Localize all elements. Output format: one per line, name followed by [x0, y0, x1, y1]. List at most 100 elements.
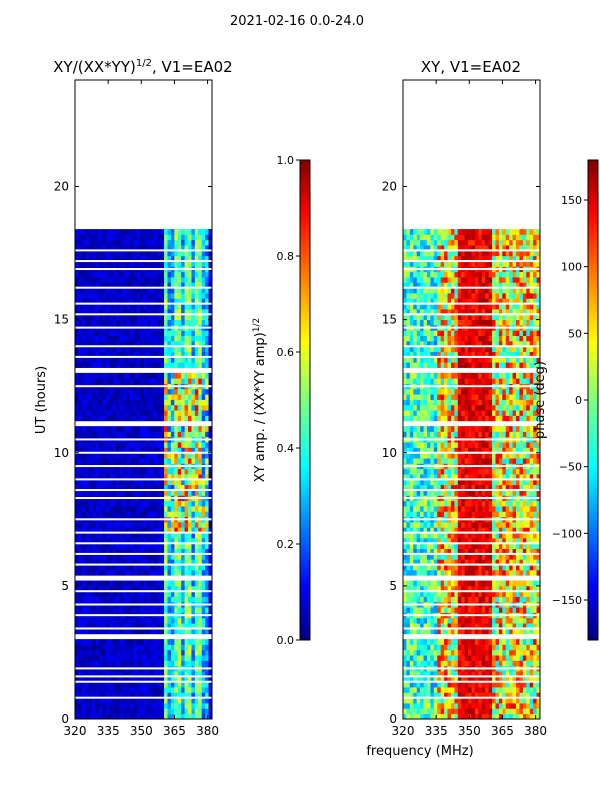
phase-cell: [413, 559, 418, 565]
amp-cell: [174, 458, 179, 464]
amp-cell: [136, 591, 141, 597]
amp-cell: [98, 617, 103, 624]
amp-cell: [129, 639, 134, 645]
amp-cell: [174, 479, 179, 486]
amp-cell: [116, 388, 120, 395]
amp-cell: [191, 628, 196, 635]
amp-cell: [174, 628, 179, 635]
amp-cell: [105, 553, 110, 560]
amp-cell: [119, 543, 124, 549]
phase-cell: [409, 521, 414, 528]
phase-cell: [498, 532, 503, 539]
amp-cell: [116, 426, 120, 432]
amp-cell: [198, 564, 203, 571]
amp-cell: [133, 415, 138, 422]
phase-cell: [522, 543, 527, 549]
amp-cell: [81, 458, 86, 464]
amp-cell: [174, 564, 179, 571]
amp-cell: [98, 234, 103, 241]
amp-cell: [102, 234, 107, 241]
amp-cell: [122, 277, 127, 283]
amp-cell: [112, 340, 117, 347]
amp-cell: [208, 484, 212, 491]
amp-cell: [136, 474, 141, 480]
phase-cell: [529, 569, 534, 576]
phase-cell: [454, 713, 459, 719]
amp-cell: [92, 644, 96, 651]
amp-cell: [194, 692, 199, 699]
amp-cell: [160, 245, 165, 251]
amp-cell: [126, 399, 131, 406]
amp-cell: [143, 255, 148, 262]
phase-cell: [492, 713, 496, 719]
amp-cell: [88, 255, 93, 262]
phase-cell: [426, 649, 431, 656]
amp-cell: [201, 697, 206, 704]
amp-cell: [95, 229, 100, 235]
phase-cell: [474, 639, 479, 645]
phase-cell: [512, 697, 517, 704]
amp-cell: [170, 532, 175, 539]
amp-cell: [198, 399, 203, 406]
phase-cell: [433, 548, 438, 555]
amp-cell: [184, 277, 189, 283]
amp-cell: [140, 687, 144, 693]
phase-cell: [471, 569, 476, 576]
amp-cell: [126, 394, 131, 400]
amp-ytick-label: 10: [54, 446, 69, 460]
phase-cell: [485, 553, 490, 560]
amp-cell: [116, 484, 120, 491]
amp-cell: [133, 239, 138, 246]
amp-cell: [188, 553, 192, 560]
amp-cell: [109, 692, 114, 699]
amp-cell: [146, 239, 151, 246]
amp-cell: [174, 527, 179, 534]
amp-cell: [188, 293, 192, 299]
phase-cell: [516, 591, 520, 597]
amp-cell: [85, 378, 90, 384]
amp-cell: [188, 697, 192, 704]
phase-cell: [474, 521, 479, 528]
amp-cell: [174, 340, 179, 347]
amp-cell: [174, 676, 179, 683]
phase-cell: [509, 585, 514, 592]
amp-cell: [75, 234, 79, 241]
amp-cell: [75, 484, 79, 491]
amp-cell: [164, 628, 168, 635]
amp-cell: [191, 356, 196, 363]
amp-cell: [88, 399, 93, 406]
amp-cell: [98, 479, 103, 486]
amp-cell: [129, 553, 134, 560]
phase-cell: [433, 671, 438, 677]
amp-cell: [109, 426, 114, 432]
amp-cell: [160, 282, 165, 289]
phase-cell: [474, 569, 479, 576]
amp-cell: [184, 628, 189, 635]
phase-cell: [533, 713, 537, 719]
amp-title-main: XY/(XX*YY): [53, 58, 136, 76]
amp-cell: [146, 559, 151, 565]
amp-cell: [133, 548, 138, 555]
amp-cell: [81, 564, 86, 571]
phase-cell: [447, 649, 452, 656]
amp-cell: [78, 319, 83, 326]
phase-cell: [495, 591, 500, 597]
amp-cell: [75, 676, 79, 683]
amp-cell: [109, 378, 114, 384]
amp-cell: [157, 335, 162, 342]
phase-cell: [416, 671, 421, 677]
amp-cell: [122, 708, 127, 715]
amp-cell: [191, 500, 196, 507]
amp-cell: [191, 399, 196, 406]
amp-cell: [191, 580, 196, 587]
amp-cell: [153, 585, 158, 592]
amp-cell: [194, 655, 199, 661]
amp-cell: [129, 681, 134, 688]
phase-cell: [481, 521, 486, 528]
amp-cell: [194, 511, 199, 518]
amp-cell: [191, 521, 196, 528]
amp-cell: [146, 282, 151, 289]
amp-cell: [198, 644, 203, 651]
phase-cell: [420, 521, 424, 528]
amp-cell: [191, 388, 196, 395]
